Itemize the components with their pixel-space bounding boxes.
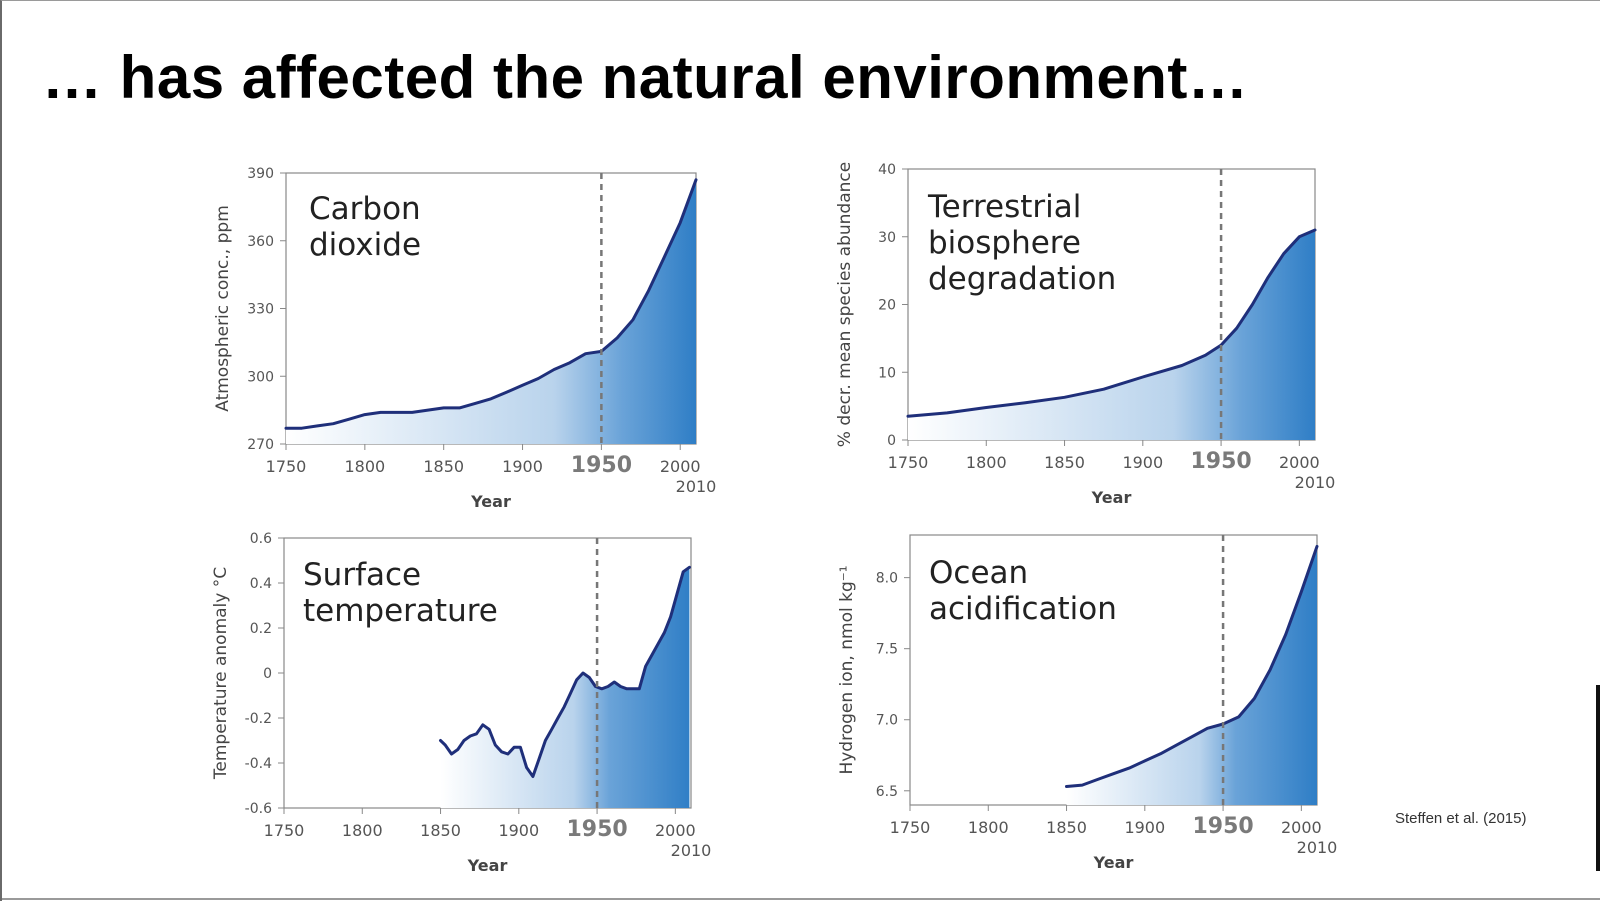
x-tick-label: 1800 <box>968 818 1009 837</box>
panel-title-line: biosphere <box>928 225 1081 261</box>
x-tick-label: 1750 <box>266 457 307 476</box>
y-tick-label: 0.2 <box>250 621 272 637</box>
y-tick-label: 390 <box>247 166 274 182</box>
x-tick-label: 1800 <box>342 821 383 840</box>
y-tick-label: 300 <box>247 369 274 385</box>
y-tick-label: 0.4 <box>250 576 272 592</box>
x-tick-label: 1950 <box>1192 814 1253 839</box>
y-tick-label: 0.6 <box>250 531 272 547</box>
x-tick-label: 1900 <box>498 821 539 840</box>
y-tick-label: 330 <box>247 302 274 318</box>
y-axis-label: Atmospheric conc., ppm <box>213 205 233 412</box>
x-tick-label: 1850 <box>1044 453 1085 472</box>
y-tick-label: -0.6 <box>245 801 272 817</box>
y-tick-label: 10 <box>878 365 896 381</box>
x-tick-label: 1950 <box>1190 449 1251 474</box>
series-line <box>284 178 698 430</box>
series-area <box>908 230 1315 440</box>
y-tick-label: 270 <box>247 437 274 453</box>
x-tick-label: 1750 <box>264 821 305 840</box>
x-axis-label: Year <box>1091 488 1132 507</box>
x-end-label: 2010 <box>676 477 717 496</box>
x-tick-label: 1900 <box>1122 453 1163 472</box>
x-tick-label: 1750 <box>890 818 931 837</box>
panel-title-line: Terrestrial <box>927 189 1081 225</box>
citation: Steffen et al. (2015) <box>1395 810 1527 827</box>
panel-title-line: acidification <box>929 591 1117 627</box>
y-tick-label: 7.0 <box>876 713 898 729</box>
x-tick-label: 1950 <box>566 817 627 842</box>
x-tick-label: 1750 <box>888 453 929 472</box>
x-axis-label: Year <box>470 492 511 511</box>
y-axis-label: % decr. mean species abundance <box>835 162 855 447</box>
series-line <box>439 565 691 778</box>
x-tick-label: 1850 <box>1046 818 1087 837</box>
x-tick-label: 1800 <box>344 457 385 476</box>
y-axis-label: Temperature anomaly °C <box>211 567 231 780</box>
y-tick-label: -0.4 <box>245 756 272 772</box>
series-area <box>286 179 696 445</box>
panel-title-line: dioxide <box>309 227 421 263</box>
x-end-label: 2010 <box>1295 473 1336 492</box>
y-axis-label: Hydrogen ion, nmol kg⁻¹ <box>837 565 857 774</box>
x-tick-label: 2000 <box>1281 818 1322 837</box>
series-line <box>1065 544 1319 788</box>
x-tick-label: 2000 <box>660 457 701 476</box>
slide-title: … has affected the natural environment… <box>42 44 1249 111</box>
x-tick-label: 1850 <box>420 821 461 840</box>
y-tick-label: 7.5 <box>876 642 898 658</box>
panel-title-line: degradation <box>928 261 1116 297</box>
y-tick-label: 8.0 <box>876 571 898 587</box>
y-tick-label: 0 <box>263 666 272 682</box>
x-tick-label: 1800 <box>966 453 1007 472</box>
x-end-label: 2010 <box>1297 838 1338 857</box>
edge-bar <box>1596 685 1600 871</box>
x-axis-label: Year <box>1093 853 1134 872</box>
panel-title-line: Carbon <box>309 191 421 227</box>
y-tick-label: 6.5 <box>876 784 898 800</box>
x-end-label: 2010 <box>671 841 712 860</box>
x-tick-label: 1850 <box>423 457 464 476</box>
y-tick-label: -0.2 <box>245 711 272 727</box>
x-axis-label: Year <box>467 856 508 875</box>
y-tick-label: 40 <box>878 162 896 178</box>
series-line <box>906 228 1317 418</box>
panel-title-line: temperature <box>303 593 498 629</box>
panel-title-line: Ocean <box>929 555 1028 591</box>
series-area <box>1066 546 1317 805</box>
panel-title-line: Surface <box>303 557 421 593</box>
x-tick-label: 1950 <box>571 453 632 478</box>
y-tick-label: 20 <box>878 298 896 314</box>
y-tick-label: 360 <box>247 234 274 250</box>
x-tick-label: 1900 <box>1124 818 1165 837</box>
x-tick-label: 2000 <box>1279 453 1320 472</box>
x-tick-label: 2000 <box>655 821 696 840</box>
y-tick-label: 30 <box>878 230 896 246</box>
x-tick-label: 1900 <box>502 457 543 476</box>
y-tick-label: 0 <box>887 433 896 449</box>
series-area <box>440 567 690 808</box>
bottom-rule <box>2 898 1600 900</box>
